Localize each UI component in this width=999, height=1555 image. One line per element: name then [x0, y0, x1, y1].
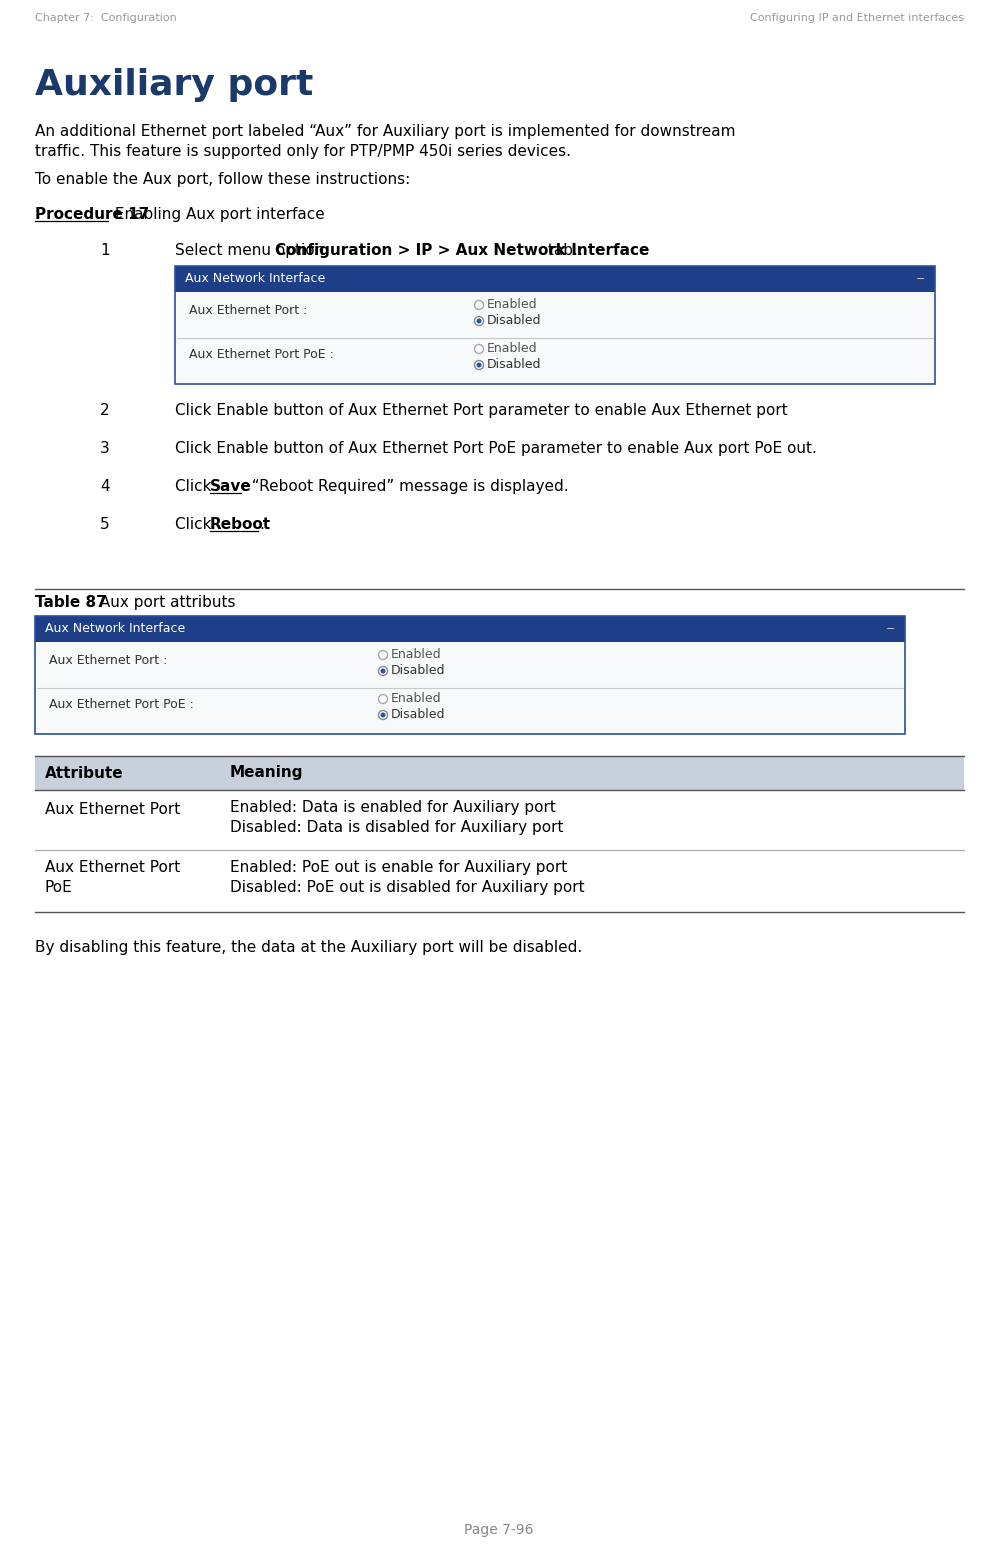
Text: 4: 4 — [100, 479, 110, 494]
Text: Enabled: Enabled — [487, 299, 537, 311]
Text: Aux Ethernet Port: Aux Ethernet Port — [45, 802, 180, 816]
Bar — [35, 642, 905, 734]
Text: To enable the Aux port, follow these instructions:: To enable the Aux port, follow these ins… — [35, 173, 411, 187]
Text: Aux Ethernet Port PoE :: Aux Ethernet Port PoE : — [49, 698, 194, 711]
Text: Configuring IP and Ethernet interfaces: Configuring IP and Ethernet interfaces — [750, 12, 964, 23]
Bar — [175, 292, 935, 384]
Text: 1: 1 — [100, 243, 110, 258]
Circle shape — [475, 317, 484, 325]
Text: Disabled: PoE out is disabled for Auxiliary port: Disabled: PoE out is disabled for Auxili… — [230, 880, 584, 896]
Bar — [35, 756, 964, 790]
Text: Enabled: Enabled — [391, 692, 442, 706]
Text: Page 7-96: Page 7-96 — [465, 1522, 533, 1536]
Text: PoE: PoE — [45, 880, 73, 896]
Bar — [35, 616, 905, 734]
Circle shape — [475, 361, 484, 370]
Text: Disabled: Disabled — [487, 359, 541, 372]
Bar — [35, 616, 905, 642]
Text: tab.:: tab.: — [543, 243, 583, 258]
Text: Aux Ethernet Port PoE :: Aux Ethernet Port PoE : — [189, 347, 334, 361]
Text: Enabling Aux port interface: Enabling Aux port interface — [110, 207, 325, 222]
Circle shape — [477, 319, 482, 323]
Text: Attribute: Attribute — [45, 765, 124, 781]
Text: Reboot: Reboot — [210, 516, 271, 532]
Circle shape — [381, 669, 386, 673]
Text: Select menu option: Select menu option — [175, 243, 329, 258]
Text: Click: Click — [175, 479, 217, 494]
Text: traffic. This feature is supported only for PTP/PMP 450i series devices.: traffic. This feature is supported only … — [35, 145, 571, 159]
Text: Aux Ethernet Port :: Aux Ethernet Port : — [189, 303, 308, 317]
Text: Aux Network Interface: Aux Network Interface — [45, 622, 185, 636]
Circle shape — [379, 711, 388, 720]
Text: By disabling this feature, the data at the Auxiliary port will be disabled.: By disabling this feature, the data at t… — [35, 941, 582, 955]
Text: Configuration > IP > Aux Network Interface: Configuration > IP > Aux Network Interfa… — [275, 243, 649, 258]
Circle shape — [381, 712, 386, 717]
Text: Enabled: Data is enabled for Auxiliary port: Enabled: Data is enabled for Auxiliary p… — [230, 799, 555, 815]
Text: Meaning: Meaning — [230, 765, 304, 781]
Text: Disabled: Disabled — [391, 709, 446, 722]
Text: Chapter 7:  Configuration: Chapter 7: Configuration — [35, 12, 177, 23]
Circle shape — [379, 667, 388, 675]
Bar — [175, 266, 935, 292]
Text: Enabled: Enabled — [391, 648, 442, 661]
Text: Disabled: Disabled — [391, 664, 446, 678]
Text: Auxiliary port: Auxiliary port — [35, 68, 314, 103]
Text: Disabled: Disabled — [487, 314, 541, 328]
Text: Save: Save — [210, 479, 252, 494]
Text: Click Enable button of Aux Ethernet Port parameter to enable Aux Ethernet port: Click Enable button of Aux Ethernet Port… — [175, 403, 788, 418]
Circle shape — [477, 362, 482, 367]
Text: 5: 5 — [100, 516, 110, 532]
Text: −: − — [916, 274, 926, 285]
Text: Enabled: PoE out is enable for Auxiliary port: Enabled: PoE out is enable for Auxiliary… — [230, 860, 567, 875]
Text: Aux Ethernet Port :: Aux Ethernet Port : — [49, 653, 168, 667]
Text: 3: 3 — [100, 442, 110, 456]
Text: Table 87: Table 87 — [35, 596, 107, 610]
Text: Aux Network Interface: Aux Network Interface — [185, 272, 326, 286]
Text: Click: Click — [175, 516, 217, 532]
Text: Procedure 17: Procedure 17 — [35, 207, 149, 222]
Text: .: . — [259, 516, 264, 532]
Text: . “Reboot Required” message is displayed.: . “Reboot Required” message is displayed… — [242, 479, 568, 494]
Text: Click Enable button of Aux Ethernet Port PoE parameter to enable Aux port PoE ou: Click Enable button of Aux Ethernet Port… — [175, 442, 817, 456]
Text: −: − — [886, 624, 896, 634]
Text: Aux port attributs: Aux port attributs — [95, 596, 236, 610]
Text: Enabled: Enabled — [487, 342, 537, 356]
Text: Disabled: Data is disabled for Auxiliary port: Disabled: Data is disabled for Auxiliary… — [230, 819, 563, 835]
Text: 2: 2 — [100, 403, 110, 418]
Text: An additional Ethernet port labeled “Aux” for Auxiliary port is implemented for : An additional Ethernet port labeled “Aux… — [35, 124, 735, 138]
Bar — [175, 266, 935, 384]
Text: Aux Ethernet Port: Aux Ethernet Port — [45, 860, 180, 875]
